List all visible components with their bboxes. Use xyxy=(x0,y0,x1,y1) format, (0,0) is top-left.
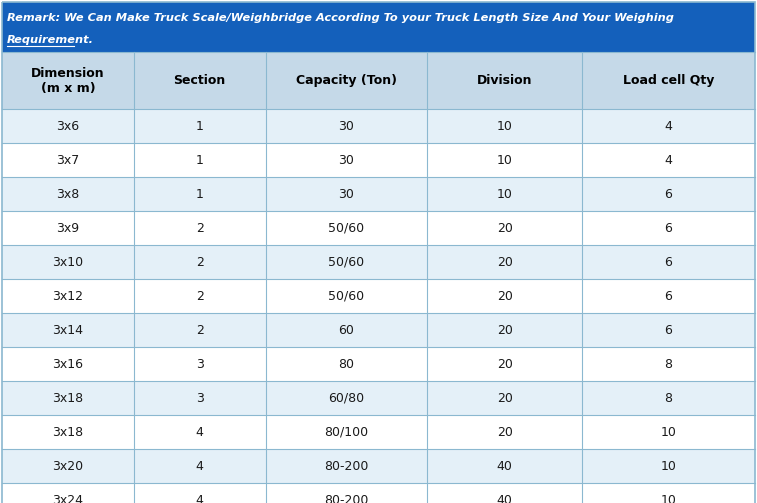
Text: 4: 4 xyxy=(665,153,672,166)
Text: 4: 4 xyxy=(196,493,204,503)
Text: Dimension
(m x m): Dimension (m x m) xyxy=(31,66,104,95)
Text: Section: Section xyxy=(173,74,226,87)
Text: 50/60: 50/60 xyxy=(329,256,365,269)
Text: 8: 8 xyxy=(665,391,672,404)
Text: 3x18: 3x18 xyxy=(52,391,83,404)
Text: 20: 20 xyxy=(497,358,512,371)
Text: 20: 20 xyxy=(497,256,512,269)
Text: 60: 60 xyxy=(338,323,354,337)
Text: 30: 30 xyxy=(338,153,354,166)
Text: 30: 30 xyxy=(338,188,354,201)
Text: 80/100: 80/100 xyxy=(325,426,369,439)
Text: 20: 20 xyxy=(497,391,512,404)
Text: 20: 20 xyxy=(497,221,512,234)
Text: Load cell Qty: Load cell Qty xyxy=(623,74,714,87)
Text: 3x9: 3x9 xyxy=(56,221,79,234)
Bar xyxy=(2,415,755,449)
Bar xyxy=(2,211,755,245)
Text: 10: 10 xyxy=(660,426,676,439)
Bar xyxy=(2,109,755,143)
Text: 3: 3 xyxy=(196,391,204,404)
Text: 3x14: 3x14 xyxy=(52,323,83,337)
Text: 80: 80 xyxy=(338,358,354,371)
Bar xyxy=(2,279,755,313)
Bar xyxy=(2,347,755,381)
Text: 20: 20 xyxy=(497,426,512,439)
Text: 3: 3 xyxy=(196,358,204,371)
Text: 40: 40 xyxy=(497,493,512,503)
Text: 60/80: 60/80 xyxy=(329,391,365,404)
Bar xyxy=(2,313,755,347)
Text: 6: 6 xyxy=(665,323,672,337)
Text: 1: 1 xyxy=(196,188,204,201)
Text: 4: 4 xyxy=(196,460,204,472)
Text: 3x18: 3x18 xyxy=(52,426,83,439)
Text: 6: 6 xyxy=(665,188,672,201)
Bar xyxy=(2,245,755,279)
Text: 8: 8 xyxy=(665,358,672,371)
Text: 6: 6 xyxy=(665,256,672,269)
Text: Remark: We Can Make Truck Scale/Weighbridge According To your Truck Length Size : Remark: We Can Make Truck Scale/Weighbri… xyxy=(7,13,674,23)
Text: 3x12: 3x12 xyxy=(52,290,83,302)
Text: 3x16: 3x16 xyxy=(52,358,83,371)
Text: 4: 4 xyxy=(665,120,672,132)
Text: 80-200: 80-200 xyxy=(324,493,369,503)
Bar xyxy=(2,2,755,52)
Text: 10: 10 xyxy=(497,153,512,166)
Text: 3x7: 3x7 xyxy=(56,153,79,166)
Text: 3x24: 3x24 xyxy=(52,493,83,503)
Bar xyxy=(2,483,755,503)
Text: Division: Division xyxy=(477,74,532,87)
Text: 2: 2 xyxy=(196,256,204,269)
Bar xyxy=(2,381,755,415)
Text: 3x6: 3x6 xyxy=(56,120,79,132)
Text: 6: 6 xyxy=(665,290,672,302)
Text: 2: 2 xyxy=(196,221,204,234)
Text: 50/60: 50/60 xyxy=(329,221,365,234)
Bar xyxy=(2,143,755,177)
Text: 50/60: 50/60 xyxy=(329,290,365,302)
Text: 3x8: 3x8 xyxy=(56,188,79,201)
Text: 10: 10 xyxy=(660,493,676,503)
Text: 10: 10 xyxy=(497,120,512,132)
Text: 20: 20 xyxy=(497,290,512,302)
Bar xyxy=(2,449,755,483)
Text: 3x20: 3x20 xyxy=(52,460,83,472)
Text: 6: 6 xyxy=(665,221,672,234)
Text: Capacity (Ton): Capacity (Ton) xyxy=(296,74,397,87)
Text: 20: 20 xyxy=(497,323,512,337)
Text: 80-200: 80-200 xyxy=(324,460,369,472)
Text: 30: 30 xyxy=(338,120,354,132)
Text: 40: 40 xyxy=(497,460,512,472)
Text: 10: 10 xyxy=(660,460,676,472)
Bar xyxy=(2,52,755,109)
Text: 2: 2 xyxy=(196,290,204,302)
Text: 10: 10 xyxy=(497,188,512,201)
Text: 1: 1 xyxy=(196,120,204,132)
Text: 4: 4 xyxy=(196,426,204,439)
Text: 1: 1 xyxy=(196,153,204,166)
Bar xyxy=(2,177,755,211)
Text: 3x10: 3x10 xyxy=(52,256,83,269)
Text: Requirement.: Requirement. xyxy=(7,35,94,45)
Text: 2: 2 xyxy=(196,323,204,337)
